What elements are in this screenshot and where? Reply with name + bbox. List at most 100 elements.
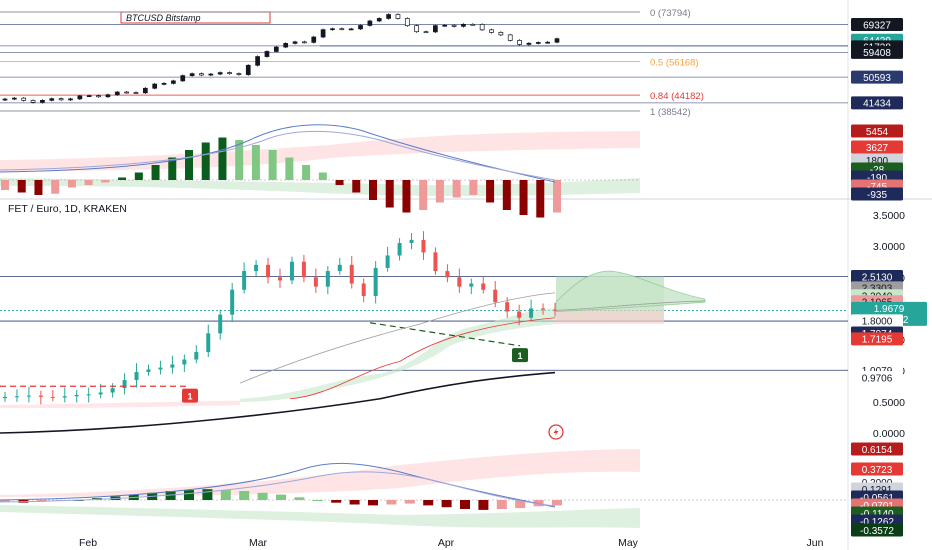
candle-body	[242, 271, 247, 290]
candle-body	[12, 97, 17, 100]
candle-body	[325, 271, 330, 287]
candle-body	[171, 80, 176, 84]
candle-body	[358, 25, 363, 30]
candle-body	[273, 46, 279, 52]
candle-body	[421, 239, 426, 253]
x-tick-label: Mar	[249, 537, 268, 549]
fet-osc-label: -0.3572	[860, 526, 894, 537]
btc-osc-label: -745	[867, 182, 887, 193]
btc-price-label: 50593	[863, 73, 891, 84]
osc-bar	[423, 500, 434, 506]
osc-bar	[318, 172, 327, 180]
y-tick-label: 0.0000	[873, 428, 905, 440]
fet-price-label-bg	[851, 332, 903, 346]
candle-body	[433, 25, 438, 33]
fet-cloud-future	[555, 270, 706, 312]
candle-body	[158, 367, 163, 370]
candle-body	[470, 23, 476, 26]
osc-bar	[312, 500, 323, 501]
flash-icon[interactable]	[548, 424, 564, 440]
fib-label: 1 (38542)	[650, 107, 691, 118]
candle-body	[311, 36, 317, 43]
candle-body	[230, 289, 235, 315]
fet-price-label-bg	[851, 301, 927, 315]
osc-bar	[452, 180, 461, 198]
osc-bar	[552, 500, 562, 506]
candle-body	[180, 75, 186, 82]
stop-box	[556, 310, 664, 324]
osc-cloud-red	[0, 449, 640, 497]
osc-bar	[386, 500, 397, 505]
osc-bar	[469, 180, 478, 195]
candle-body	[124, 91, 129, 94]
fib-label: 0.5 (56168)	[650, 58, 699, 69]
candle-body	[30, 100, 36, 103]
candle-body	[457, 277, 462, 287]
osc-bar	[385, 180, 394, 208]
fet-cloud	[240, 308, 556, 402]
btc-osc-label-bg	[851, 124, 903, 138]
fet-price-label: 2.5130	[862, 272, 893, 283]
candle-body	[409, 239, 414, 244]
candle-body	[14, 396, 19, 398]
candle-body	[255, 56, 260, 66]
signal-marker-bg	[182, 388, 198, 403]
osc-bar	[369, 180, 377, 200]
fet-price-labels: 2.51302.33032.20402.10651.967915:12:421.…	[851, 269, 927, 384]
fet-price-label-bg	[851, 269, 903, 283]
osc-cloud-red	[0, 131, 640, 172]
fet-cloud-red	[0, 400, 240, 409]
osc-bar	[435, 180, 444, 203]
candle-body	[529, 308, 534, 318]
candle-body	[320, 29, 326, 38]
candle-body	[361, 283, 366, 296]
candle-body	[445, 271, 450, 278]
osc-bar	[486, 180, 495, 203]
btc-fib-levels: 0 (73794) 0.5 (56168) 0.84 (44182) 1 (38542…	[0, 8, 848, 118]
candle-body	[50, 396, 55, 398]
candle-body	[68, 98, 73, 101]
candle-body	[489, 29, 494, 33]
osc-bar	[302, 165, 311, 180]
osc-bar	[533, 500, 544, 507]
candle-body	[217, 72, 223, 75]
fet-osc-label: -0.1140	[860, 509, 894, 520]
candle-body	[330, 28, 335, 31]
candle-body	[498, 32, 504, 36]
fib-label: 0 (73794)	[650, 8, 691, 19]
osc-bar	[251, 145, 260, 180]
candle-body	[313, 277, 318, 287]
osc-bar	[352, 180, 361, 193]
osc-cloud-green	[0, 505, 640, 528]
osc-bar	[118, 177, 127, 180]
ma-line	[555, 300, 706, 311]
candle-body	[266, 264, 271, 278]
osc-bar	[268, 150, 277, 180]
candle-body	[348, 28, 354, 31]
candle-body	[194, 352, 199, 360]
candle-body	[451, 24, 457, 27]
candle-body	[152, 83, 158, 89]
osc-bar	[1, 180, 9, 190]
osc-bar	[519, 180, 528, 215]
candle-body	[507, 34, 513, 41]
osc-bar	[84, 180, 93, 185]
osc-line	[0, 124, 556, 183]
candle-body	[493, 289, 498, 303]
candle-body	[218, 314, 223, 334]
osc-line	[0, 130, 556, 181]
btc-price-label: 59408	[863, 48, 891, 59]
candle-body	[292, 41, 298, 44]
fet-osc-label: -0.0561	[860, 493, 894, 504]
candle-body	[461, 23, 466, 27]
candle-body	[469, 283, 474, 287]
candle-body	[278, 277, 282, 281]
osc-bar	[294, 497, 305, 500]
candle-body	[134, 371, 139, 381]
osc-bar	[368, 500, 378, 506]
fet-grid	[0, 276, 848, 371]
candle-body	[122, 380, 127, 389]
btc-osc-label: -935	[867, 190, 887, 201]
signal-marker: 1	[187, 392, 192, 402]
